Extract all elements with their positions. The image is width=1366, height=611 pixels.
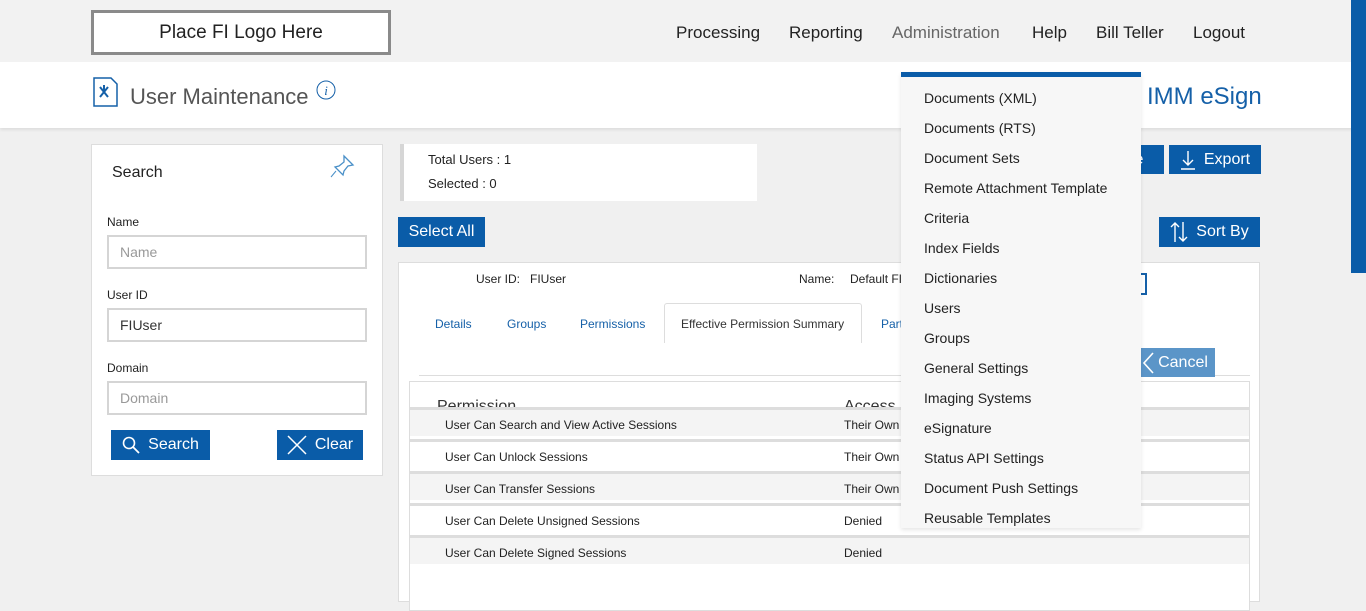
app-name: IMM eSign [1147, 83, 1262, 110]
name-detail-value: Default FI [850, 272, 903, 286]
menu-item[interactable]: Status API Settings [924, 450, 1044, 466]
tab-groups[interactable]: Groups [507, 317, 547, 331]
total-users: Total Users : 1 [428, 152, 512, 167]
nav-administration[interactable]: Administration [892, 23, 1000, 42]
domain-input[interactable] [107, 381, 367, 415]
nav-logout[interactable]: Logout [1193, 23, 1245, 42]
scrollbar-thumb[interactable] [1351, 0, 1366, 273]
search-button[interactable]: Search [111, 430, 210, 460]
menu-item[interactable]: Documents (RTS) [924, 120, 1036, 136]
sort-icon [1170, 222, 1188, 242]
administration-menu: Documents (XML) Documents (RTS) Document S… [901, 72, 1141, 528]
tab-permissions[interactable]: Permissions [580, 317, 646, 331]
menu-item[interactable]: Dictionaries [924, 270, 998, 286]
menu-item[interactable]: Reusable Templates [924, 510, 1051, 526]
logo-placeholder: Place FI Logo Here [91, 10, 391, 55]
userid-input[interactable] [107, 308, 367, 342]
menu-item[interactable]: Groups [924, 330, 970, 346]
menu-item[interactable]: Imaging Systems [924, 390, 1032, 406]
clear-button[interactable]: Clear [277, 430, 363, 460]
pin-icon[interactable] [330, 153, 356, 179]
userid-label: User ID [107, 288, 148, 302]
name-label: Name [107, 215, 140, 229]
domain-label: Domain [107, 361, 149, 375]
search-icon [122, 436, 140, 454]
menu-item[interactable]: Document Push Settings [924, 480, 1079, 496]
page-title: User Maintenance [130, 84, 309, 109]
edit-icon[interactable] [1139, 273, 1147, 295]
menu-item[interactable]: Criteria [924, 210, 970, 226]
sort-by-button[interactable]: Sort By [1159, 217, 1260, 247]
tab-label: Effective Permission Summary [681, 317, 845, 331]
tab-details[interactable]: Details [435, 317, 472, 331]
permission-name: User Can Delete Signed Sessions [445, 546, 627, 560]
select-all-button[interactable]: Select All [398, 217, 485, 247]
menu-item[interactable]: Users [924, 300, 961, 316]
access-value: Their Own [844, 450, 900, 464]
access-value: Their Own [844, 482, 900, 496]
menu-item[interactable]: eSignature [924, 420, 992, 436]
name-detail-label: Name: [799, 272, 835, 286]
menu-item[interactable]: Document Sets [924, 150, 1020, 166]
table-row: User Can Delete Signed Sessions Denied [410, 535, 1249, 564]
sort-by-label: Sort By [1196, 223, 1249, 240]
search-panel-title: Search [112, 164, 163, 181]
export-label: Export [1203, 150, 1251, 168]
menu-item[interactable]: Documents (XML) [924, 90, 1037, 106]
access-value: Denied [844, 546, 883, 560]
clear-button-label: Clear [314, 436, 354, 453]
userid-detail-label: User ID: [476, 272, 521, 286]
nav-processing[interactable]: Processing [676, 23, 761, 42]
info-icon[interactable]: i [316, 80, 336, 100]
access-value: Denied [844, 514, 883, 528]
menu-item[interactable]: Index Fields [924, 240, 1000, 256]
permission-name: User Can Transfer Sessions [445, 482, 596, 496]
permission-name: User Can Delete Unsigned Sessions [445, 514, 640, 528]
export-button[interactable]: Export [1169, 145, 1261, 174]
search-button-label: Search [148, 436, 199, 453]
download-icon [1180, 150, 1195, 170]
nav-reporting[interactable]: Reporting [789, 23, 863, 42]
tab-effective-permission-summary[interactable]: Effective Permission Summary [664, 303, 862, 343]
access-value: Their Own [844, 418, 900, 432]
cancel-label: Cancel [1158, 353, 1208, 371]
user-summary: Total Users : 1 Selected : 0 [400, 144, 757, 201]
permission-name: User Can Search and View Active Sessions [445, 418, 677, 432]
userid-detail-value: FIUser [530, 272, 566, 286]
permission-name: User Can Unlock Sessions [445, 450, 588, 464]
user-maintenance-icon [93, 77, 118, 107]
menu-item[interactable]: Remote Attachment Template [924, 180, 1108, 196]
tab-part[interactable]: Part [881, 317, 904, 331]
svg-text:i: i [324, 83, 328, 98]
name-input[interactable] [107, 235, 367, 269]
selected-count: Selected : 0 [428, 176, 497, 191]
chevron-left-icon [1143, 351, 1154, 374]
divider [419, 375, 1250, 376]
menu-item[interactable]: General Settings [924, 360, 1029, 376]
cancel-button[interactable]: Cancel [1135, 348, 1215, 377]
nav-help[interactable]: Help [1032, 23, 1067, 42]
search-panel: Search Name User ID Domain Search Clear [91, 144, 383, 476]
close-icon [287, 435, 307, 455]
nav-user[interactable]: Bill Teller [1096, 23, 1164, 42]
